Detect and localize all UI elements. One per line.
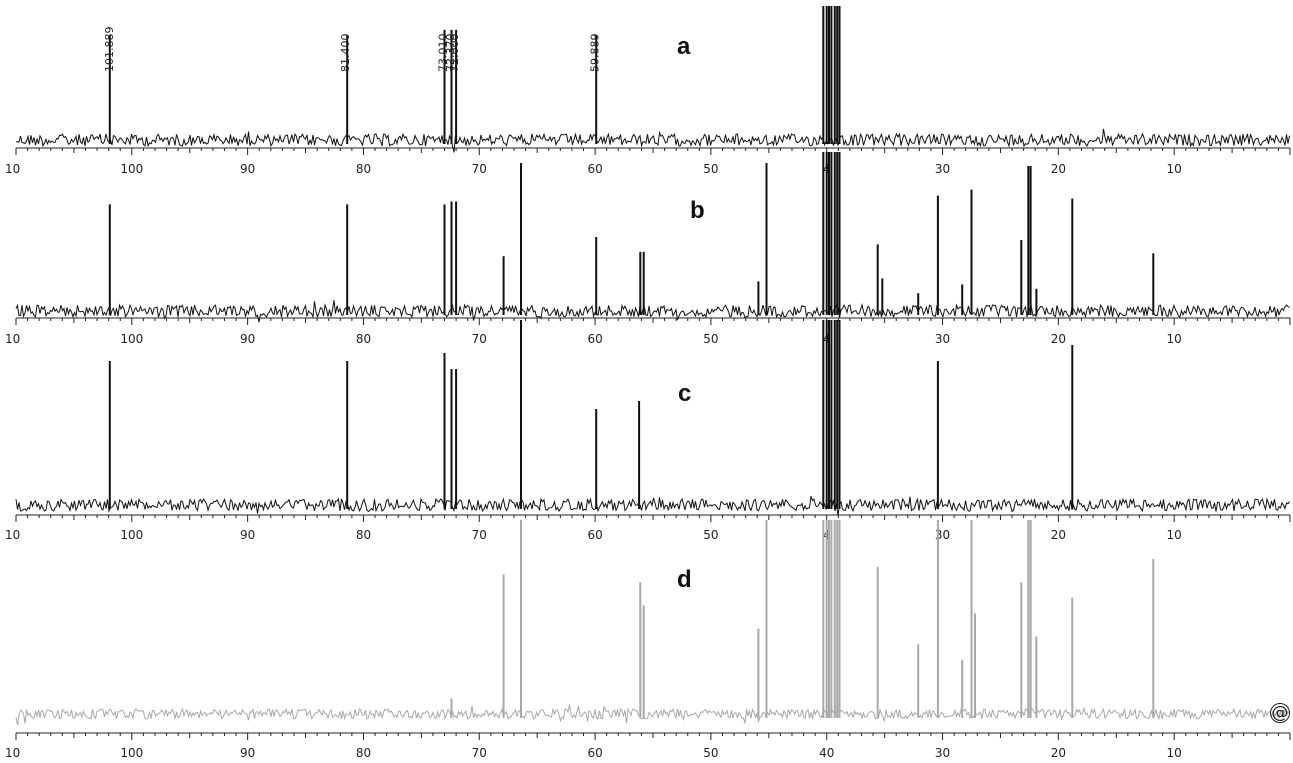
tick-label-d-6: 50	[703, 746, 718, 760]
tick-label-d-9: 20	[1051, 746, 1066, 760]
baseline-noise-d	[15, 704, 1290, 726]
tick-label-a-3: 80	[356, 162, 371, 176]
baseline-noise-a	[15, 128, 1290, 153]
tick-label-b-9: 20	[1051, 332, 1066, 346]
tick-label-c-5: 60	[587, 528, 602, 542]
tick-label-c-6: 50	[703, 528, 718, 542]
panel-label-c: c	[678, 380, 692, 407]
peak-value-label-0: 101.889	[103, 27, 116, 73]
spectrum-panel-d: 10 100 90 80 70 60 50 40 30 20 10	[5, 520, 1291, 760]
panel-label-a: a	[677, 33, 691, 60]
tick-label-d-5: 60	[587, 746, 602, 760]
tick-label-b-5: 60	[587, 332, 602, 346]
tick-label-b-8: 30	[935, 332, 950, 346]
tick-label-c-0: 10	[5, 528, 20, 542]
tick-label-a-5: 60	[587, 162, 602, 176]
tick-label-c-1: 100	[120, 528, 143, 542]
peak-value-label-1: 81.400	[339, 34, 352, 73]
tick-label-b-10: 10	[1167, 332, 1182, 346]
baseline-noise-c	[15, 495, 1290, 516]
tick-label-b-1: 100	[120, 332, 143, 346]
tick-label-d-2: 90	[240, 746, 255, 760]
tick-label-a-2: 90	[240, 162, 255, 176]
tick-label-c-4: 70	[472, 528, 487, 542]
tick-label-b-2: 90	[240, 332, 255, 346]
tick-label-d-3: 80	[356, 746, 371, 760]
peak-value-label-4: 72.000	[448, 34, 461, 73]
tick-label-d-7: 40	[819, 746, 834, 760]
spectrum-panel-b: 1010090807060504302010	[5, 152, 1291, 346]
tick-label-b-3: 80	[356, 332, 371, 346]
tick-label-c-3: 80	[356, 528, 371, 542]
tick-label-a-9: 20	[1051, 162, 1066, 176]
tick-label-d-4: 70	[472, 746, 487, 760]
end-marker-icon: @	[1270, 703, 1290, 723]
tick-label-d-10: 10	[1167, 746, 1182, 760]
baseline-noise-b	[15, 300, 1290, 323]
tick-label-a-6: 50	[703, 162, 718, 176]
peak-value-label-5: 59.889	[588, 34, 601, 73]
tick-label-d-1: 100	[120, 746, 143, 760]
tick-label-c-2: 90	[240, 528, 255, 542]
tick-label-b-6: 50	[703, 332, 718, 346]
tick-label-d-8: 30	[935, 746, 950, 760]
tick-label-a-0: 10	[5, 162, 20, 176]
panel-label-b: b	[690, 197, 705, 224]
spectrum-panel-a: 1010090807060504302010101.88981.40073.01…	[5, 6, 1291, 176]
tick-label-d-0: 10	[5, 746, 20, 760]
tick-label-c-9: 20	[1051, 528, 1066, 542]
tick-label-a-1: 100	[120, 162, 143, 176]
tick-label-c-10: 10	[1167, 528, 1182, 542]
panel-label-d: d	[677, 566, 692, 593]
peak-value-label-3: 72.370	[444, 34, 457, 73]
spectrum-panel-c: 1010090807060504302010	[5, 320, 1291, 542]
tick-label-a-4: 70	[472, 162, 487, 176]
tick-label-b-4: 70	[472, 332, 487, 346]
tick-label-a-8: 30	[935, 162, 950, 176]
peak-value-label-2: 73.010	[436, 34, 449, 73]
tick-label-b-0: 10	[5, 332, 20, 346]
tick-label-a-10: 10	[1167, 162, 1182, 176]
